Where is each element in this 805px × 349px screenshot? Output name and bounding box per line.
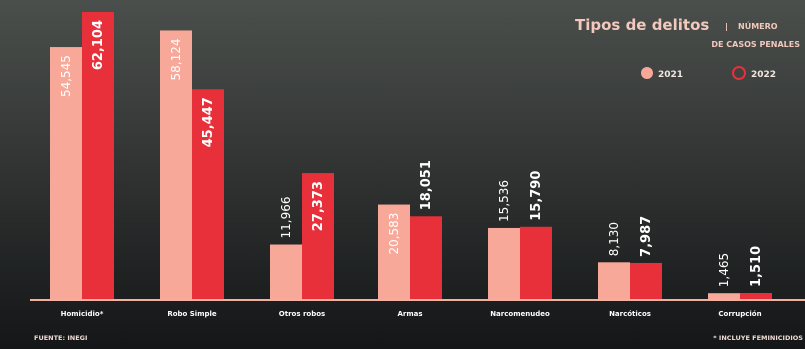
value-label-2021-7: 1,465 bbox=[717, 253, 731, 287]
value-label-2022-5: 15,790 bbox=[529, 171, 544, 221]
category-label-1: Homicidio* bbox=[61, 310, 104, 318]
bar-2021-2 bbox=[160, 30, 192, 300]
legend-label-2022: 2022 bbox=[751, 70, 776, 80]
bar-2022-5 bbox=[520, 226, 552, 300]
bar-2021-7 bbox=[708, 293, 740, 300]
value-label-2022-2: 45,447 bbox=[201, 97, 216, 147]
category-label-3: Otros robos bbox=[279, 310, 325, 318]
chart-title: Tipos de delitos bbox=[575, 16, 709, 34]
bar-2022-4 bbox=[410, 216, 442, 300]
value-label-2022-1: 62,104 bbox=[91, 20, 106, 70]
bars-group bbox=[50, 12, 772, 301]
bar-2021-1 bbox=[50, 47, 82, 301]
title-separator: | bbox=[725, 22, 728, 31]
bar-2021-3 bbox=[270, 244, 302, 300]
chart-subtitle-line1: NÚMERO bbox=[738, 20, 778, 31]
value-label-2021-1: 54,545 bbox=[59, 55, 73, 97]
bar-2022-6 bbox=[630, 262, 662, 300]
category-labels-group: Homicidio* Robo Simple Otros robos Armas Nar… bbox=[61, 310, 762, 318]
legend-dot-2022 bbox=[732, 66, 746, 80]
bar-2022-7 bbox=[740, 292, 772, 300]
value-label-2022-3: 27,373 bbox=[311, 181, 326, 231]
value-label-2022-4: 18,051 bbox=[419, 160, 434, 210]
value-label-2021-3: 11,966 bbox=[279, 197, 293, 239]
value-label-2021-4: 20,583 bbox=[387, 213, 401, 255]
legend-dot-2021 bbox=[641, 67, 653, 79]
value-label-2022-6: 7,987 bbox=[639, 216, 654, 257]
source-note: FUENTE: INEGI bbox=[34, 334, 87, 342]
category-label-6: Narcóticos bbox=[609, 310, 651, 318]
legend-label-2021: 2021 bbox=[658, 70, 683, 80]
category-label-5: Narcomenudeo bbox=[490, 310, 550, 318]
footnote: * INCLUYE FEMINICIDIOS bbox=[713, 334, 803, 342]
value-label-2021-2: 58,124 bbox=[169, 38, 183, 80]
bar-2021-6 bbox=[598, 262, 630, 300]
bar-2022-3 bbox=[302, 173, 334, 300]
bar-2021-5 bbox=[488, 227, 520, 300]
value-label-2021-6: 8,130 bbox=[607, 222, 621, 256]
value-label-2022-7: 1,510 bbox=[749, 246, 764, 287]
bar-2021-4 bbox=[378, 204, 410, 300]
legend: 2021 2022 bbox=[641, 66, 776, 80]
chart-subtitle-line2: DE CASOS PENALES bbox=[711, 40, 800, 49]
value-label-2021-5: 15,536 bbox=[497, 180, 511, 222]
bar-2022-1 bbox=[82, 12, 114, 300]
bar-labels-group: 54,545 62,104 58,124 45,447 11,966 27,373 20,5… bbox=[59, 20, 764, 287]
category-label-7: Corrupción bbox=[718, 310, 761, 318]
bar-2022-2 bbox=[192, 89, 224, 301]
category-label-2: Robo Simple bbox=[167, 310, 217, 318]
category-label-4: Armas bbox=[397, 310, 422, 318]
